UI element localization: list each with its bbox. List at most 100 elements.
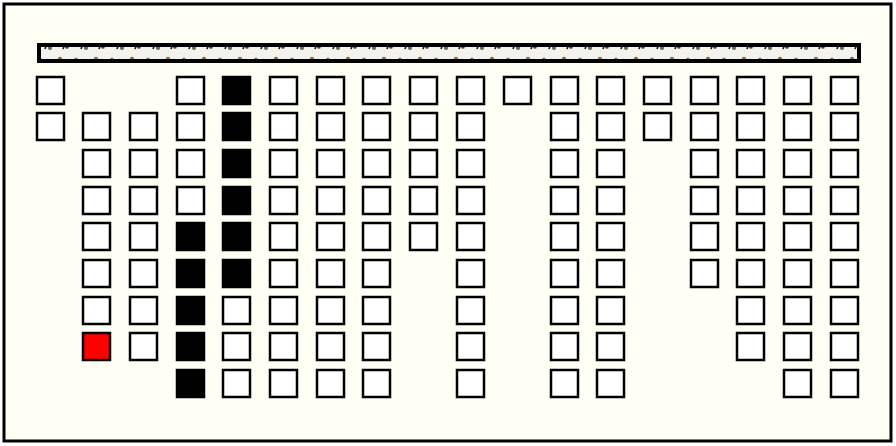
empty-cell[interactable] xyxy=(455,75,486,106)
empty-cell[interactable] xyxy=(689,111,720,142)
empty-cell[interactable] xyxy=(829,75,860,106)
empty-cell[interactable] xyxy=(829,111,860,142)
empty-cell[interactable] xyxy=(128,331,159,362)
empty-cell[interactable] xyxy=(549,368,580,399)
empty-cell[interactable] xyxy=(735,331,766,362)
empty-cell[interactable] xyxy=(268,148,299,179)
selected-cell[interactable] xyxy=(81,331,112,362)
empty-cell[interactable] xyxy=(361,75,392,106)
empty-cell[interactable] xyxy=(549,148,580,179)
empty-cell[interactable] xyxy=(689,75,720,106)
empty-cell[interactable] xyxy=(175,111,206,142)
empty-cell[interactable] xyxy=(689,221,720,252)
empty-cell[interactable] xyxy=(268,185,299,216)
empty-cell[interactable] xyxy=(455,368,486,399)
empty-cell[interactable] xyxy=(595,331,626,362)
empty-cell[interactable] xyxy=(642,75,673,106)
empty-cell[interactable] xyxy=(175,185,206,216)
empty-cell[interactable] xyxy=(408,148,439,179)
filled-cell[interactable] xyxy=(221,75,252,106)
empty-cell[interactable] xyxy=(782,295,813,326)
empty-cell[interactable] xyxy=(315,75,346,106)
empty-cell[interactable] xyxy=(595,111,626,142)
empty-cell[interactable] xyxy=(595,185,626,216)
empty-cell[interactable] xyxy=(361,368,392,399)
empty-cell[interactable] xyxy=(81,258,112,289)
empty-cell[interactable] xyxy=(35,111,66,142)
empty-cell[interactable] xyxy=(455,111,486,142)
empty-cell[interactable] xyxy=(829,221,860,252)
empty-cell[interactable] xyxy=(689,185,720,216)
empty-cell[interactable] xyxy=(782,185,813,216)
empty-cell[interactable] xyxy=(735,111,766,142)
filled-cell[interactable] xyxy=(221,221,252,252)
empty-cell[interactable] xyxy=(595,258,626,289)
filled-cell[interactable] xyxy=(175,221,206,252)
empty-cell[interactable] xyxy=(408,185,439,216)
empty-cell[interactable] xyxy=(455,331,486,362)
empty-cell[interactable] xyxy=(782,75,813,106)
filled-cell[interactable] xyxy=(221,258,252,289)
empty-cell[interactable] xyxy=(315,368,346,399)
filled-cell[interactable] xyxy=(221,185,252,216)
empty-cell[interactable] xyxy=(315,111,346,142)
filled-cell[interactable] xyxy=(175,295,206,326)
empty-cell[interactable] xyxy=(455,185,486,216)
empty-cell[interactable] xyxy=(361,331,392,362)
empty-cell[interactable] xyxy=(829,368,860,399)
filled-cell[interactable] xyxy=(175,368,206,399)
empty-cell[interactable] xyxy=(408,111,439,142)
empty-cell[interactable] xyxy=(782,221,813,252)
empty-cell[interactable] xyxy=(782,368,813,399)
empty-cell[interactable] xyxy=(829,148,860,179)
empty-cell[interactable] xyxy=(268,221,299,252)
empty-cell[interactable] xyxy=(595,75,626,106)
empty-cell[interactable] xyxy=(175,75,206,106)
empty-cell[interactable] xyxy=(81,221,112,252)
empty-cell[interactable] xyxy=(268,111,299,142)
empty-cell[interactable] xyxy=(361,295,392,326)
empty-cell[interactable] xyxy=(735,75,766,106)
empty-cell[interactable] xyxy=(268,331,299,362)
empty-cell[interactable] xyxy=(408,221,439,252)
empty-cell[interactable] xyxy=(782,148,813,179)
empty-cell[interactable] xyxy=(361,221,392,252)
empty-cell[interactable] xyxy=(829,185,860,216)
empty-cell[interactable] xyxy=(361,148,392,179)
empty-cell[interactable] xyxy=(81,148,112,179)
empty-cell[interactable] xyxy=(782,331,813,362)
empty-cell[interactable] xyxy=(361,111,392,142)
empty-cell[interactable] xyxy=(782,258,813,289)
empty-cell[interactable] xyxy=(549,111,580,142)
empty-cell[interactable] xyxy=(128,258,159,289)
empty-cell[interactable] xyxy=(829,331,860,362)
empty-cell[interactable] xyxy=(128,111,159,142)
filled-cell[interactable] xyxy=(221,111,252,142)
empty-cell[interactable] xyxy=(735,148,766,179)
empty-cell[interactable] xyxy=(81,185,112,216)
empty-cell[interactable] xyxy=(221,295,252,326)
empty-cell[interactable] xyxy=(735,221,766,252)
empty-cell[interactable] xyxy=(221,331,252,362)
empty-cell[interactable] xyxy=(128,295,159,326)
empty-cell[interactable] xyxy=(128,185,159,216)
empty-cell[interactable] xyxy=(81,111,112,142)
empty-cell[interactable] xyxy=(408,75,439,106)
empty-cell[interactable] xyxy=(549,295,580,326)
empty-cell[interactable] xyxy=(549,221,580,252)
empty-cell[interactable] xyxy=(689,148,720,179)
empty-cell[interactable] xyxy=(502,75,533,106)
empty-cell[interactable] xyxy=(128,221,159,252)
empty-cell[interactable] xyxy=(268,258,299,289)
empty-cell[interactable] xyxy=(81,295,112,326)
empty-cell[interactable] xyxy=(549,258,580,289)
empty-cell[interactable] xyxy=(361,185,392,216)
empty-cell[interactable] xyxy=(782,111,813,142)
empty-cell[interactable] xyxy=(315,148,346,179)
empty-cell[interactable] xyxy=(315,258,346,289)
empty-cell[interactable] xyxy=(595,148,626,179)
empty-cell[interactable] xyxy=(455,295,486,326)
empty-cell[interactable] xyxy=(268,75,299,106)
empty-cell[interactable] xyxy=(361,258,392,289)
empty-cell[interactable] xyxy=(35,75,66,106)
